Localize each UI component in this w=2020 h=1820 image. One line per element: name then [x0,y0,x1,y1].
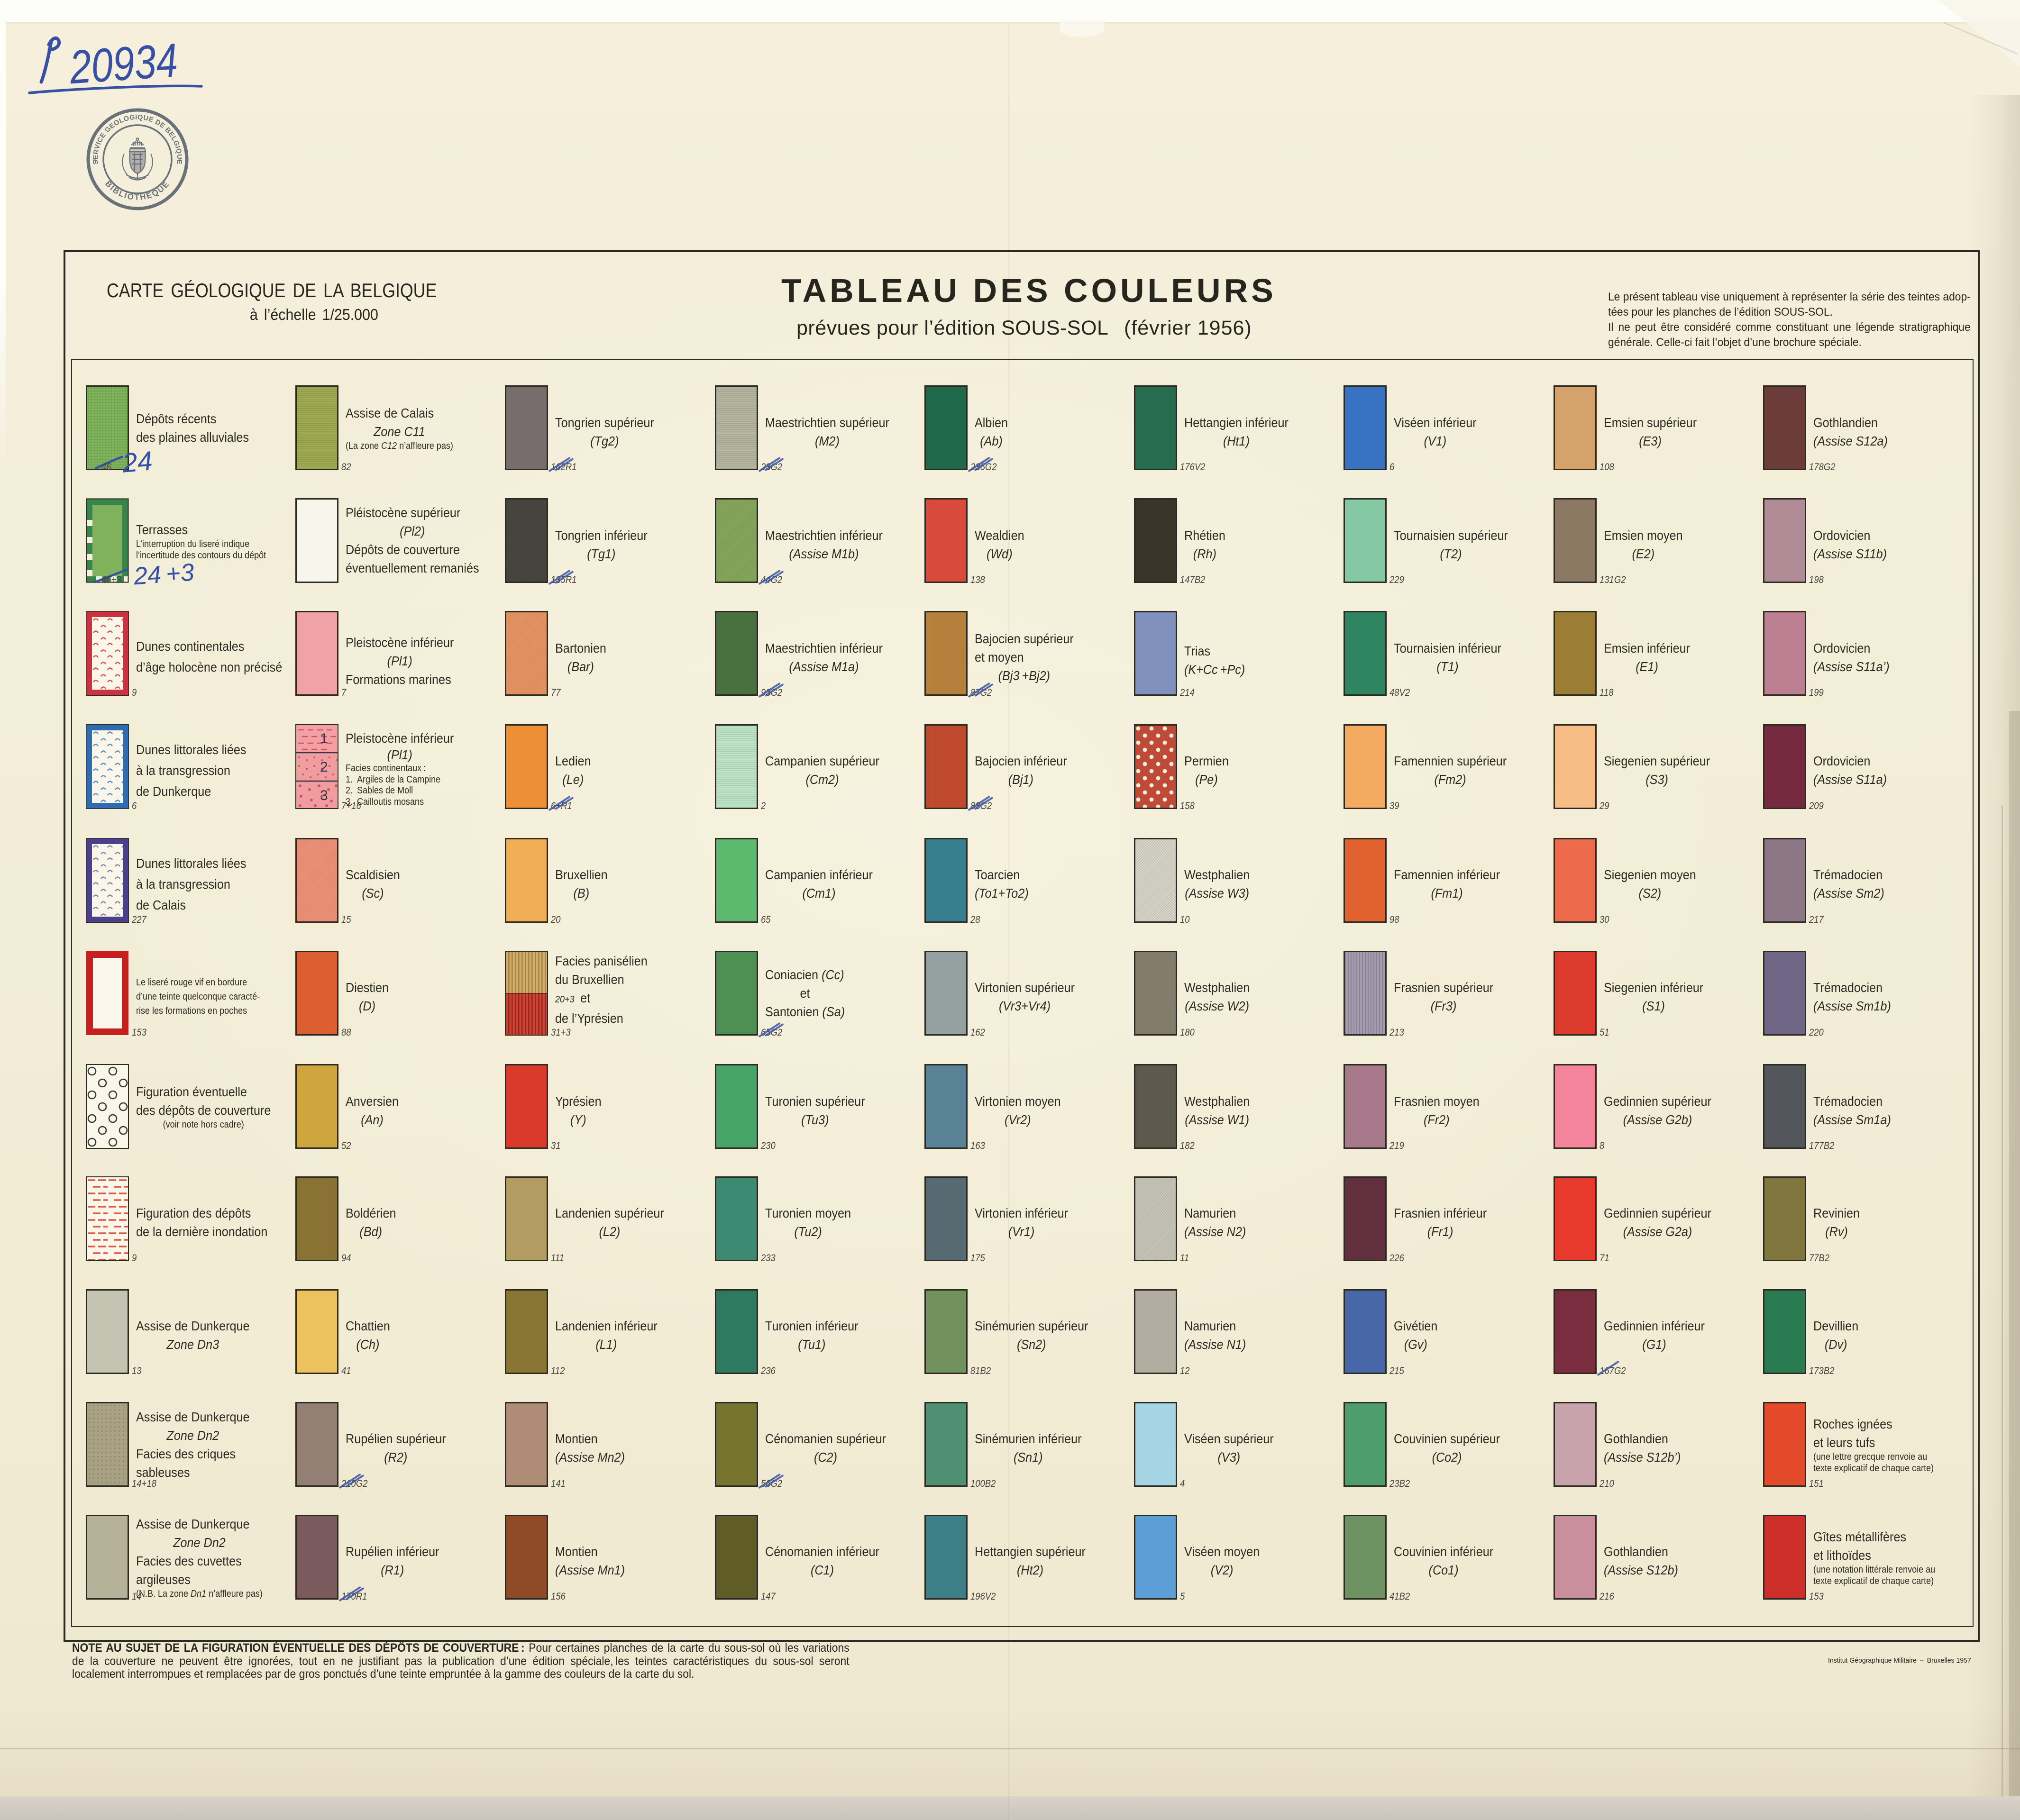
svg-text:3: 3 [320,788,328,803]
svg-text:1: 1 [320,731,328,746]
svg-text:20934: 20934 [67,34,179,94]
svg-text:-: - [178,155,182,165]
svg-text:2: 2 [320,759,328,775]
svg-text:-: - [93,155,96,165]
